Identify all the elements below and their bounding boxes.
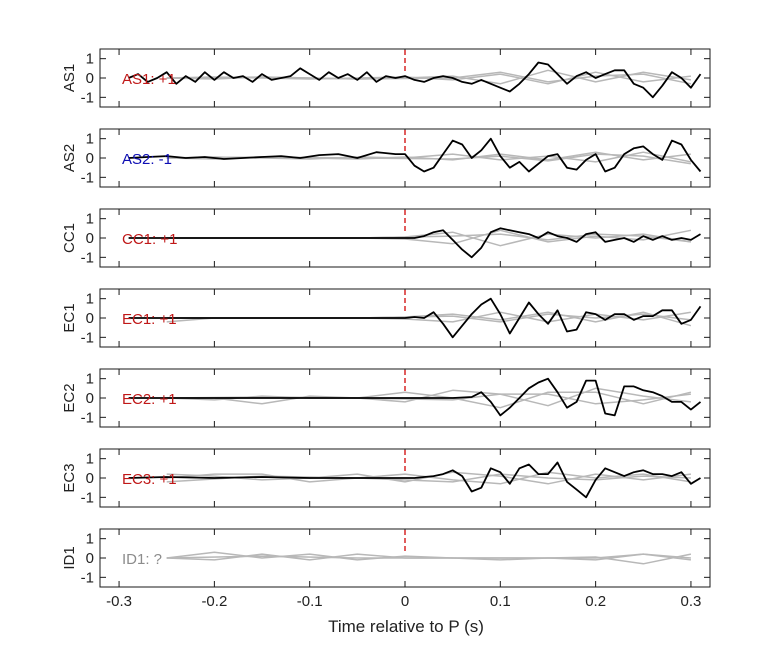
y-tick-label: 1 [86,291,94,308]
panel-ec2: -1 0 1 EC2 EC2: +1 [61,368,711,428]
x-tick-label: -0.2 [201,593,227,610]
panel-id1: -1 0 1 ID1 ID1: ? -0.3 -0.2 -0.1 0 0.1 0.2 0.3 [61,528,711,610]
panel-as1: -1 0 1 AS1 AS1: +1 [61,48,711,108]
x-tick-label: 0.2 [585,593,606,610]
y-axis-label: EC1 [61,303,78,332]
y-axis-label: CC1 [61,223,78,253]
panel-ec3: -1 0 1 EC3 EC3: +1 [61,448,711,508]
y-axis-label: EC3 [61,463,78,492]
y-axis-label: ID1 [61,546,78,569]
y-tick-label: 0 [86,70,94,87]
y-tick-label: 0 [86,230,94,247]
black-trace [128,61,702,99]
black-trace [128,297,702,339]
black-trace [128,461,701,499]
gray-trace-1 [166,391,692,409]
polarity-label: EC2: +1 [122,391,177,408]
panels: -1 0 1 AS1 AS1: +1 -1 0 1 AS2 AS2: -1 -1 0 1 CC1 CC1: … [61,48,711,610]
panel-as2: -1 0 1 AS2 AS2: -1 [61,128,711,188]
y-tick-label: 1 [86,131,94,148]
y-tick-label: 1 [86,371,94,388]
y-tick-label: 1 [86,531,94,548]
y-tick-label: 1 [86,51,94,68]
y-tick-label: -1 [81,89,94,106]
y-tick-label: 0 [86,310,94,327]
y-tick-label: -1 [81,329,94,346]
polarity-label: AS1: +1 [122,71,176,88]
y-tick-label: -1 [81,249,94,266]
polarity-label: CC1: +1 [122,231,177,248]
y-tick-label: 0 [86,390,94,407]
gray-trace-3 [166,553,691,561]
y-tick-label: 1 [86,451,94,468]
y-axis-label: EC2 [61,383,78,412]
black-trace [128,227,701,259]
y-tick-label: 1 [86,211,94,228]
polarity-label: ID1: ? [122,551,162,568]
x-tick-label: -0.1 [297,593,323,610]
y-tick-label: -1 [81,489,94,506]
y-axis-label: AS1 [61,64,78,92]
polarity-label: AS2: -1 [122,151,172,168]
y-tick-label: -1 [81,409,94,426]
y-tick-label: 0 [86,150,94,167]
y-axis-label: AS2 [61,144,78,172]
black-trace [128,377,702,417]
gray-trace-1 [166,551,691,561]
x-axis-label: Time relative to P (s) [328,617,484,636]
y-tick-label: -1 [81,169,94,186]
panel-cc1: -1 0 1 CC1 CC1: +1 [61,208,711,268]
x-tick-label: 0 [401,593,409,610]
y-tick-label: -1 [81,569,94,586]
y-tick-label: 0 [86,470,94,487]
black-trace [128,137,702,173]
x-tick-label: -0.3 [106,593,132,610]
polarity-label: EC3: +1 [122,471,177,488]
gray-trace-3 [166,473,691,483]
panel-ec1: -1 0 1 EC1 EC1: +1 [61,288,711,348]
polarity-label: EC1: +1 [122,311,177,328]
y-tick-label: 0 [86,550,94,567]
x-tick-label: 0.1 [490,593,511,610]
x-tick-label: 0.3 [681,593,702,610]
